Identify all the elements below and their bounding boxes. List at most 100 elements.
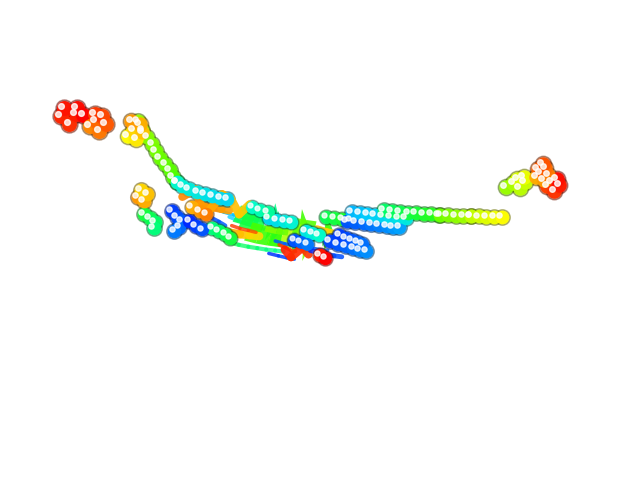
Point: [82, 120, 92, 128]
Point: [333, 240, 343, 248]
Point: [543, 171, 554, 179]
Point: [140, 131, 150, 139]
Point: [69, 102, 79, 110]
Point: [207, 224, 218, 232]
Point: [98, 118, 108, 126]
Point: [554, 181, 564, 189]
Point: [394, 223, 404, 231]
Point: [148, 224, 159, 232]
Point: [177, 217, 187, 225]
Point: [189, 186, 200, 194]
Point: [393, 214, 403, 221]
Point: [535, 158, 545, 166]
Point: [541, 169, 551, 177]
Point: [466, 212, 476, 220]
Polygon shape: [292, 218, 307, 235]
Point: [440, 209, 451, 217]
Point: [466, 212, 476, 220]
Point: [466, 212, 476, 220]
Point: [419, 210, 429, 217]
Polygon shape: [322, 213, 333, 247]
Point: [387, 207, 397, 215]
Point: [174, 223, 184, 231]
Point: [474, 213, 484, 220]
Point: [385, 213, 396, 221]
Point: [172, 221, 182, 229]
Point: [315, 252, 325, 259]
Point: [435, 211, 445, 218]
Point: [320, 254, 330, 262]
Point: [456, 210, 466, 218]
Point: [78, 111, 88, 119]
Point: [392, 221, 402, 229]
Point: [426, 210, 436, 218]
Point: [517, 177, 527, 184]
Point: [515, 184, 525, 192]
Point: [264, 215, 274, 222]
Point: [320, 254, 330, 262]
Point: [164, 167, 175, 174]
Point: [344, 234, 355, 242]
Point: [279, 217, 289, 225]
Point: [220, 193, 230, 201]
Point: [132, 118, 142, 126]
Point: [321, 213, 332, 221]
Point: [324, 237, 335, 245]
Point: [547, 185, 557, 193]
Point: [148, 224, 159, 232]
Point: [244, 202, 255, 209]
Point: [212, 192, 223, 200]
Point: [61, 118, 72, 126]
Point: [314, 231, 324, 239]
Point: [367, 209, 378, 217]
Point: [94, 127, 104, 134]
Point: [307, 229, 317, 237]
Point: [509, 173, 520, 180]
Point: [378, 212, 388, 220]
Point: [139, 210, 149, 217]
Point: [385, 221, 396, 228]
Point: [296, 238, 306, 246]
Point: [192, 188, 202, 196]
Point: [150, 218, 160, 226]
Polygon shape: [323, 218, 333, 252]
Point: [364, 218, 374, 226]
Point: [181, 183, 191, 191]
Point: [132, 193, 143, 201]
Point: [188, 220, 198, 228]
Point: [356, 217, 366, 225]
Point: [134, 126, 145, 134]
Point: [330, 238, 340, 246]
Point: [549, 187, 559, 195]
Point: [197, 226, 207, 233]
Point: [347, 208, 357, 216]
Point: [403, 209, 413, 216]
Point: [100, 120, 111, 128]
Point: [516, 171, 526, 179]
Point: [128, 126, 138, 133]
Polygon shape: [269, 211, 283, 244]
Point: [489, 213, 499, 221]
Point: [147, 140, 157, 148]
Point: [347, 236, 357, 244]
Point: [481, 213, 492, 221]
Point: [305, 228, 315, 235]
Point: [498, 181, 508, 189]
Point: [287, 234, 297, 242]
Point: [284, 216, 294, 224]
Point: [375, 210, 385, 218]
Point: [264, 215, 274, 222]
Point: [434, 211, 444, 218]
Point: [500, 183, 511, 191]
Point: [298, 226, 308, 233]
Point: [339, 215, 349, 223]
Point: [155, 155, 165, 162]
Point: [195, 207, 205, 215]
Point: [91, 117, 101, 125]
Point: [355, 246, 365, 253]
Point: [261, 213, 271, 220]
Point: [398, 212, 408, 220]
Point: [346, 216, 356, 224]
Point: [350, 218, 360, 226]
Point: [134, 120, 145, 128]
